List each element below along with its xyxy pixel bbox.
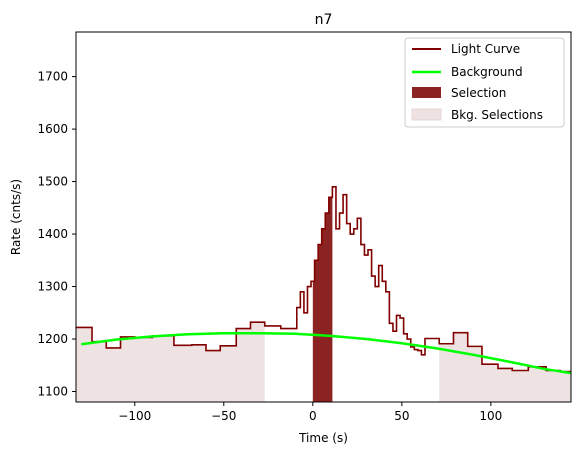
bkg-selection-region-1 [76, 322, 265, 402]
y-axis-label: Rate (cnts/s) [9, 179, 23, 255]
x-tick-label: 100 [479, 409, 502, 423]
x-tick-label: 0 [309, 409, 317, 423]
legend-bkg-selections-label: Bkg. Selections [451, 108, 543, 122]
x-tick-label: 50 [394, 409, 409, 423]
plot-area [76, 186, 571, 402]
legend-selection-swatch [412, 87, 441, 98]
y-tick-label: 1200 [37, 332, 68, 346]
legend: Light Curve Background Selection Bkg. Se… [404, 37, 565, 128]
legend-selection-label: Selection [451, 86, 506, 100]
y-tick-label: 1400 [37, 227, 68, 241]
x-tick-label: −50 [211, 409, 236, 423]
y-tick-label: 1600 [37, 122, 68, 136]
y-tick-label: 1500 [37, 175, 68, 189]
legend-bkg-selections-swatch [411, 108, 442, 121]
chart-title: n7 [315, 12, 333, 28]
light-curve-line [76, 186, 571, 373]
y-tick-label: 1100 [37, 385, 68, 399]
legend-box [404, 37, 565, 128]
axis-ticks: −100 −50 0 50 100 1100 1200 1300 1400 1500 1600 170… [37, 70, 502, 423]
y-tick-label: 1300 [37, 280, 68, 294]
bkg-selection-region-2 [439, 332, 571, 402]
axes-frame [75, 31, 572, 403]
x-axis-label: Time (s) [298, 431, 348, 445]
selection-region [312, 197, 333, 402]
background-model-line [81, 331, 571, 375]
legend-background-label: Background [451, 65, 523, 79]
plot-content [76, 186, 571, 402]
legend-light-curve-label: Light Curve [451, 42, 520, 56]
x-tick-label: −100 [118, 409, 151, 423]
y-tick-label: 1700 [37, 70, 68, 84]
